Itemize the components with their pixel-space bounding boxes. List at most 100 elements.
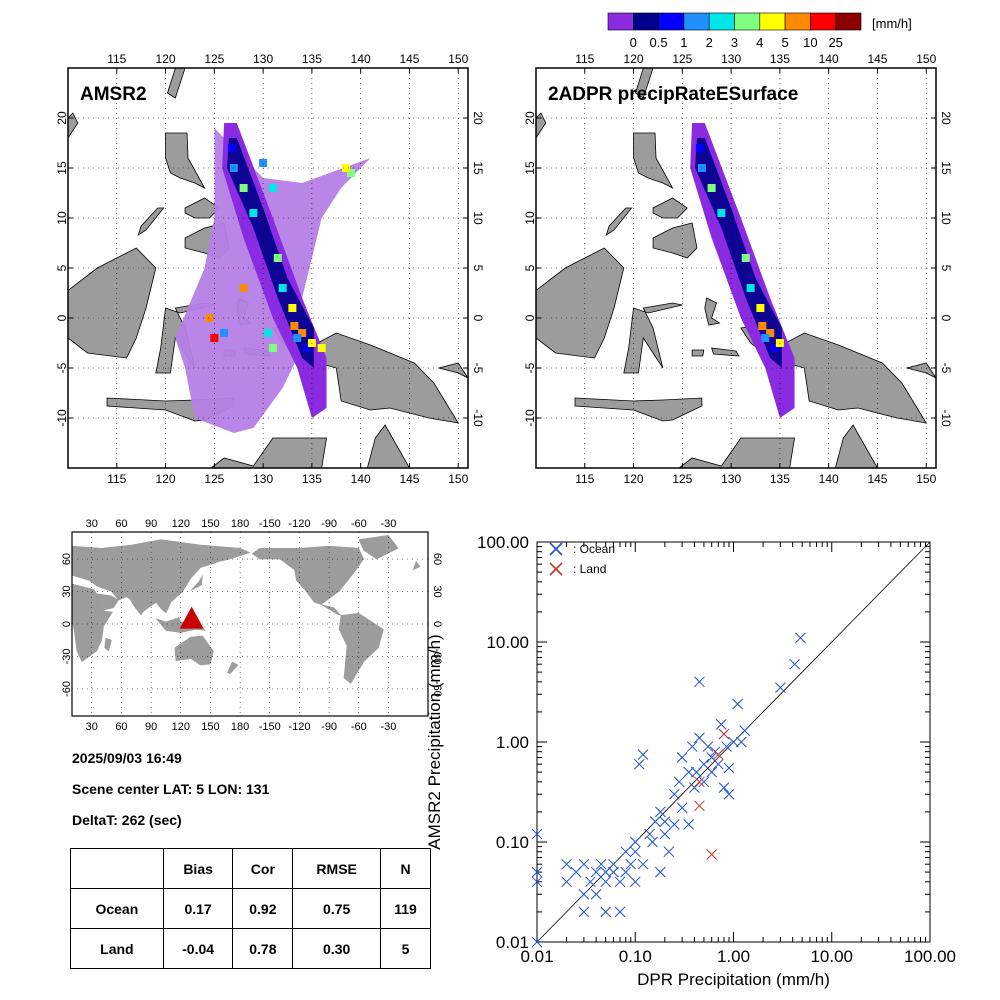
colorbar-tick-label: 0 <box>630 35 637 50</box>
ocean-point <box>625 858 637 870</box>
land-hainan-coast <box>68 112 79 139</box>
ocean-point <box>590 866 602 878</box>
stats-cell: 0.75 <box>292 888 382 929</box>
continent-greenland <box>358 534 399 560</box>
x-tick-label: 1.00 <box>717 947 750 966</box>
world-lon-tick: 180 <box>231 518 249 530</box>
stats-cell: 0.30 <box>292 928 382 969</box>
ocean-point <box>775 682 786 693</box>
rain-pixel <box>239 284 248 292</box>
world-lat-tick: -30 <box>431 649 443 665</box>
lat-tick-label: 10 <box>939 211 953 225</box>
ocean-point <box>590 888 602 900</box>
lon-tick-label: 140 <box>351 472 371 486</box>
colorbar-swatch <box>835 12 862 31</box>
land-seram <box>711 347 740 357</box>
lat-tick-label: 10 <box>523 211 537 225</box>
ocean-point <box>715 719 727 730</box>
rain-pixel <box>303 344 312 352</box>
lat-tick-label: 10 <box>55 211 69 225</box>
rain-pixel <box>288 304 297 312</box>
stats-row-land: Land -0.04 0.78 0.30 5 <box>70 928 431 969</box>
lon-tick-label: 145 <box>867 472 887 486</box>
lon-tick-label: 150 <box>448 52 468 66</box>
world-lat-tick: 0 <box>431 621 443 627</box>
stats-cell: 0.78 <box>232 928 294 969</box>
ocean-point <box>659 816 671 827</box>
continent-eurasia <box>72 539 251 614</box>
land-solomon <box>438 362 468 379</box>
rain-pixel <box>239 184 248 192</box>
world-lat-tick: 60 <box>61 553 73 565</box>
continent-japan <box>190 575 203 591</box>
dpr-map: 115 115 120 120 125 125 130 130 135 135 140 140 145 1… <box>523 52 953 486</box>
precip-swath <box>175 123 381 433</box>
lon-tick-label: 130 <box>253 472 273 486</box>
ocean-point <box>659 828 671 840</box>
continents <box>72 534 421 716</box>
ocean-point <box>531 876 543 888</box>
map-title: AMSR2 <box>80 84 147 105</box>
lat-tick-label: -10 <box>55 409 69 427</box>
world-lon-tick: -30 <box>380 518 396 530</box>
world-lat-tick: 0 <box>61 621 73 627</box>
stats-table: Bias Cor RMSE N Ocean 0.17 0.92 0.75 119… <box>70 848 431 969</box>
stats-header-cell <box>70 848 164 889</box>
colorbar-tick-label: 5 <box>781 35 788 50</box>
lat-tick-label: 20 <box>55 111 69 125</box>
world-lon-tick: -150 <box>259 721 281 733</box>
ocean-point <box>723 788 735 800</box>
graticule <box>536 68 936 468</box>
delta-time: DeltaT: 262 (sec) <box>72 812 182 828</box>
world-locator-map: 30 30 60 60 90 90 120 120 150 150 180 180 -150 -150 -1… <box>61 518 443 733</box>
lon-tick-label: 135 <box>770 52 790 66</box>
lon-tick-label: 120 <box>156 52 176 66</box>
lat-tick-label: 0 <box>55 314 69 321</box>
world-lon-tick: -120 <box>288 721 310 733</box>
rain-pixel <box>205 314 214 322</box>
world-lon-tick: 60 <box>115 721 127 733</box>
colorbar-swatch <box>658 12 685 31</box>
lat-tick-label: 5 <box>523 264 537 271</box>
rain-pixel <box>741 254 750 262</box>
rain-pixel <box>346 169 355 177</box>
lon-tick-label: 140 <box>819 472 839 486</box>
rain-pixel <box>249 209 258 217</box>
land-point <box>694 776 705 788</box>
rain-pixel <box>290 322 299 330</box>
ocean-point <box>629 876 641 888</box>
lon-tick-label: 130 <box>253 52 273 66</box>
colorbar-unit: [mm/h] <box>872 16 912 31</box>
rain-pixel <box>220 329 229 337</box>
x-tick-label: 10.00 <box>810 947 853 966</box>
land-palawan <box>605 207 633 236</box>
world-lon-tick: 150 <box>201 721 219 733</box>
ocean-point <box>614 906 626 918</box>
ocean-point <box>718 782 730 793</box>
world-lon-tick: -30 <box>380 721 396 733</box>
world-lat-tick: 60 <box>431 553 443 565</box>
ocean-point <box>649 816 661 827</box>
world-lat-tick: -60 <box>61 681 73 697</box>
rain-pixel <box>761 334 770 342</box>
lon-tick-label: 150 <box>916 472 936 486</box>
land-halmahera <box>704 297 721 326</box>
lon-tick-label: 140 <box>351 52 371 66</box>
colorbar-tick-label: 3 <box>731 35 738 50</box>
ocean-point <box>620 846 632 858</box>
ocean-point <box>561 876 572 888</box>
ocean-point <box>683 819 695 830</box>
land-buru <box>691 349 705 357</box>
land-point <box>706 849 718 860</box>
rain-pixel <box>293 334 302 342</box>
world-lon-tick: -90 <box>321 721 337 733</box>
graticule <box>68 68 468 468</box>
lat-tick-label: 0 <box>939 315 953 322</box>
ocean-point <box>561 858 572 870</box>
ocean-point <box>723 762 735 774</box>
land-visayas <box>652 197 688 219</box>
lon-tick-label: 115 <box>575 472 594 486</box>
map-title: 2ADPR precipRateESurface <box>548 84 798 105</box>
world-lon-tick: 30 <box>86 518 98 530</box>
ocean-point <box>683 766 695 778</box>
